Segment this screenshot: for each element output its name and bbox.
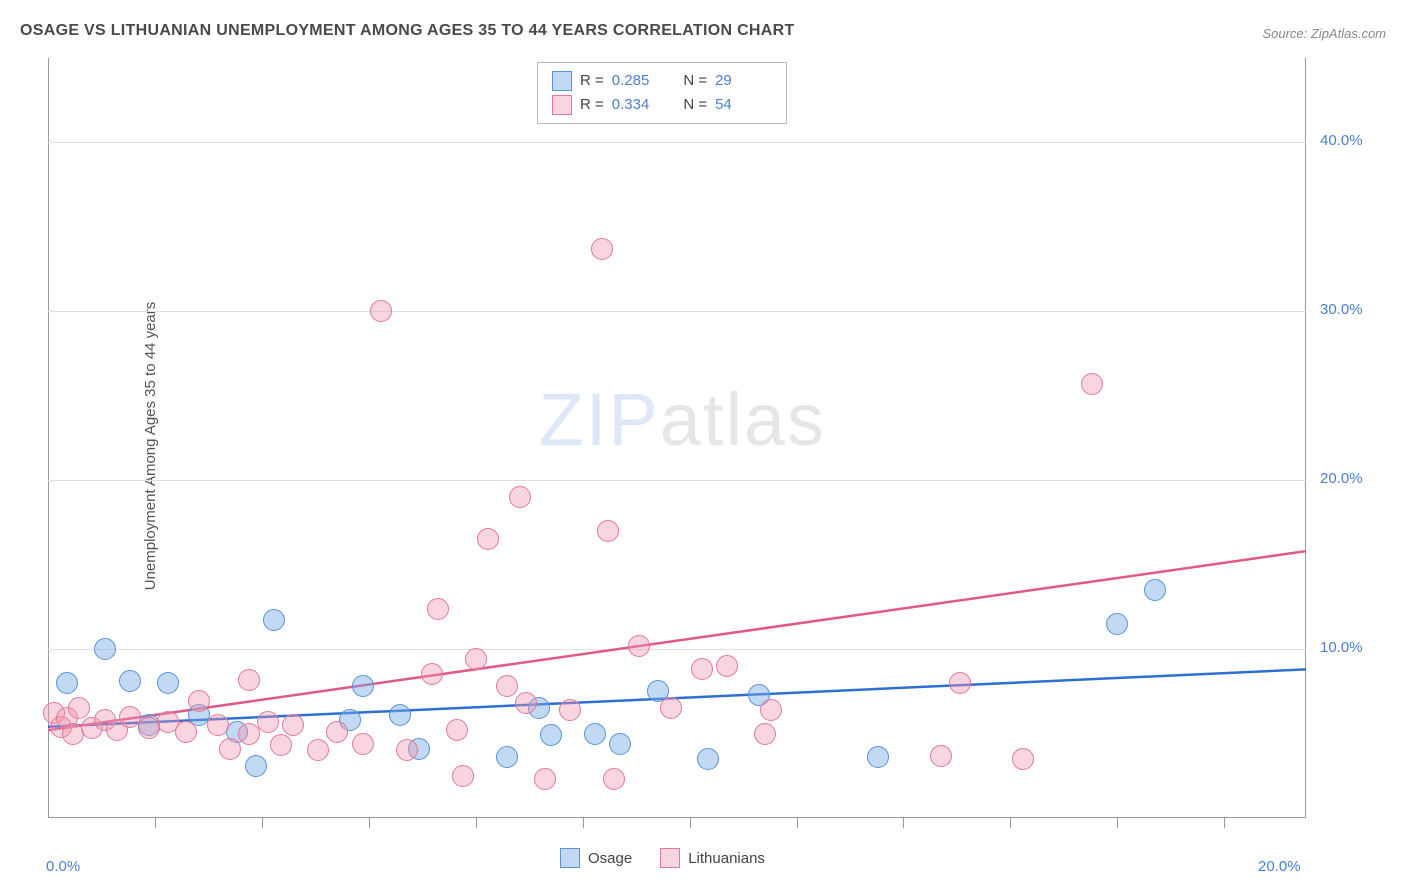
legend-n-value: 54 xyxy=(715,93,732,117)
x-tick xyxy=(262,818,263,828)
data-point xyxy=(446,719,468,741)
plot-area: ZIPatlas xyxy=(48,58,1306,818)
legend-item: Osage xyxy=(560,848,632,868)
legend-swatch xyxy=(552,71,572,91)
x-tick xyxy=(797,818,798,828)
data-point xyxy=(245,755,267,777)
data-point xyxy=(867,746,889,768)
data-point xyxy=(515,692,537,714)
data-point xyxy=(396,739,418,761)
legend-item-label: Osage xyxy=(588,850,632,867)
legend-swatch xyxy=(552,95,572,115)
legend-row: R = 0.285 N = 29 xyxy=(552,69,772,93)
regression-line xyxy=(48,669,1306,726)
x-tick-label: 0.0% xyxy=(46,858,80,875)
legend-n-label: N = xyxy=(683,93,707,117)
data-point xyxy=(559,699,581,721)
data-point xyxy=(389,704,411,726)
data-point xyxy=(697,748,719,770)
data-point xyxy=(691,658,713,680)
data-point xyxy=(427,598,449,620)
x-tick xyxy=(476,818,477,828)
data-point xyxy=(452,765,474,787)
data-point xyxy=(352,675,374,697)
data-point xyxy=(754,723,776,745)
chart-title: OSAGE VS LITHUANIAN UNEMPLOYMENT AMONG A… xyxy=(20,22,795,40)
data-point xyxy=(282,714,304,736)
data-point xyxy=(930,745,952,767)
data-point xyxy=(421,663,443,685)
data-point xyxy=(1012,748,1034,770)
data-point xyxy=(157,672,179,694)
data-point xyxy=(949,672,971,694)
x-tick xyxy=(1117,818,1118,828)
legend-n-value: 29 xyxy=(715,69,732,93)
data-point xyxy=(257,711,279,733)
data-point xyxy=(352,733,374,755)
data-point xyxy=(597,520,619,542)
y-tick-label: 10.0% xyxy=(1320,639,1363,656)
data-point xyxy=(591,238,613,260)
x-tick xyxy=(690,818,691,828)
legend-item-label: Lithuanians xyxy=(688,850,765,867)
legend-swatch xyxy=(660,848,680,868)
data-point xyxy=(509,486,531,508)
data-point xyxy=(188,690,210,712)
data-point xyxy=(628,635,650,657)
data-point xyxy=(716,655,738,677)
data-point xyxy=(270,734,292,756)
y-tick-label: 30.0% xyxy=(1320,301,1363,318)
data-point xyxy=(534,768,556,790)
data-point xyxy=(175,721,197,743)
data-point xyxy=(760,699,782,721)
data-point xyxy=(119,670,141,692)
x-tick xyxy=(1010,818,1011,828)
data-point xyxy=(584,723,606,745)
legend-r-value: 0.285 xyxy=(612,69,650,93)
x-tick xyxy=(1224,818,1225,828)
y-tick-label: 40.0% xyxy=(1320,132,1363,149)
data-point xyxy=(94,638,116,660)
legend-n-label: N = xyxy=(683,69,707,93)
x-tick xyxy=(155,818,156,828)
source-label: Source: ZipAtlas.com xyxy=(1262,26,1386,41)
legend-swatch xyxy=(560,848,580,868)
data-point xyxy=(307,739,329,761)
data-point xyxy=(68,697,90,719)
data-point xyxy=(1144,579,1166,601)
x-tick xyxy=(903,818,904,828)
legend-r-label: R = xyxy=(580,93,604,117)
legend-item: Lithuanians xyxy=(660,848,765,868)
x-tick-label: 20.0% xyxy=(1258,858,1301,875)
data-point xyxy=(326,721,348,743)
data-point xyxy=(496,675,518,697)
data-point xyxy=(609,733,631,755)
legend-r-value: 0.334 xyxy=(612,93,650,117)
data-point xyxy=(56,672,78,694)
data-point xyxy=(370,300,392,322)
data-point xyxy=(1106,613,1128,635)
legend-series: Osage Lithuanians xyxy=(560,848,765,868)
legend-row: R = 0.334 N = 54 xyxy=(552,93,772,117)
data-point xyxy=(540,724,562,746)
x-tick xyxy=(583,818,584,828)
data-point xyxy=(1081,373,1103,395)
x-tick xyxy=(369,818,370,828)
legend-correlation: R = 0.285 N = 29 R = 0.334 N = 54 xyxy=(537,62,787,124)
legend-r-label: R = xyxy=(580,69,604,93)
data-point xyxy=(465,648,487,670)
data-point xyxy=(496,746,518,768)
data-point xyxy=(603,768,625,790)
data-point xyxy=(477,528,499,550)
data-point xyxy=(660,697,682,719)
data-point xyxy=(263,609,285,631)
data-point xyxy=(219,738,241,760)
data-point xyxy=(238,669,260,691)
data-point xyxy=(207,714,229,736)
y-tick-label: 20.0% xyxy=(1320,470,1363,487)
